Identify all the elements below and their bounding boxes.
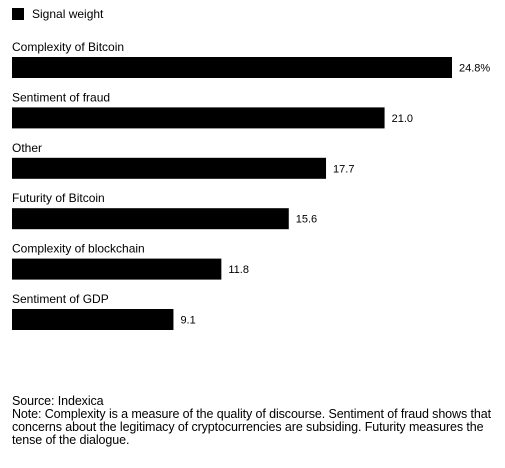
note-text: Note: Complexity is a measure of the qua… xyxy=(12,407,491,447)
value-label: 17.7 xyxy=(333,163,354,175)
category-label: Other xyxy=(12,141,42,155)
value-label: 24.8% xyxy=(459,63,490,75)
category-label: Sentiment of GDP xyxy=(12,292,109,306)
bar xyxy=(12,309,174,330)
bar xyxy=(12,57,452,78)
bar xyxy=(12,208,289,230)
category-label: Complexity of Bitcoin xyxy=(12,40,124,54)
category-label: Futurity of Bitcoin xyxy=(12,191,105,205)
bar xyxy=(12,258,222,280)
value-label: 15.6 xyxy=(296,214,317,226)
value-label: 21.0 xyxy=(392,113,413,125)
value-label: 11.8 xyxy=(228,264,249,276)
legend-swatch xyxy=(12,8,24,20)
value-label: 9.1 xyxy=(180,315,195,327)
chart-legend: Signal weight xyxy=(12,5,103,23)
category-label: Complexity of blockchain xyxy=(12,242,145,256)
bar-chart: Complexity of Bitcoin 24.8% Sentiment of f… xyxy=(12,40,490,330)
bar xyxy=(12,157,327,179)
category-label: Sentiment of fraud xyxy=(12,90,110,104)
chart-footer: Source: Indexica Note: Complexity is a m… xyxy=(12,395,497,447)
bar xyxy=(12,107,385,129)
legend-label: Signal weight xyxy=(32,7,104,21)
source-text: Source: Indexica xyxy=(12,394,104,408)
